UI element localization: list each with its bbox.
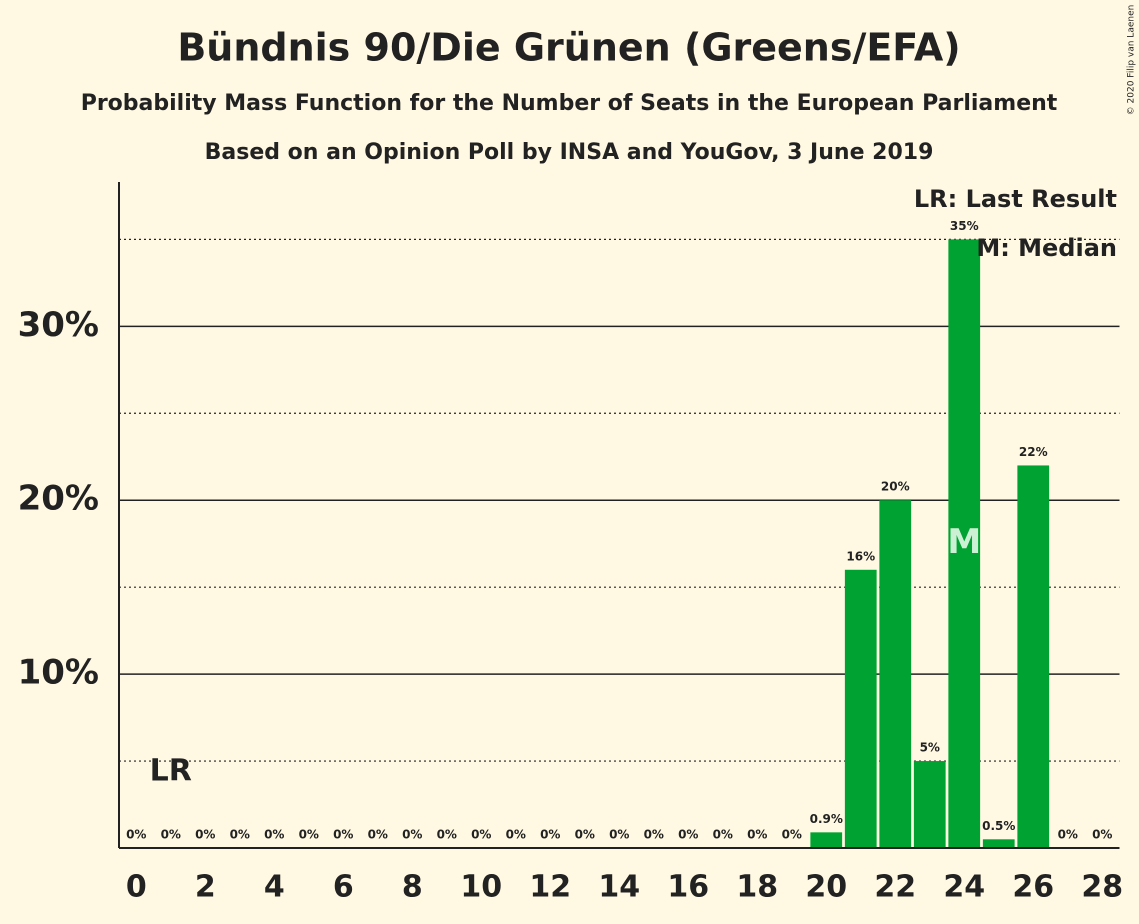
- x-tick-label: 0: [126, 870, 147, 905]
- value-label: 0%: [644, 828, 664, 842]
- median-marker: M: [947, 522, 981, 562]
- bar: [810, 832, 843, 848]
- value-label: 0%: [299, 828, 319, 842]
- value-label: 0%: [782, 828, 802, 842]
- bar: [913, 761, 946, 848]
- legend-entry: M: Median: [976, 234, 1117, 262]
- value-label: 0%: [161, 828, 181, 842]
- value-label: 0%: [195, 828, 215, 842]
- x-tick-label: 28: [1081, 870, 1123, 905]
- value-label: 0%: [678, 828, 698, 842]
- value-label: 0%: [368, 828, 388, 842]
- value-label: 35%: [950, 219, 979, 233]
- value-label: 0.5%: [982, 819, 1015, 833]
- x-tick-label: 4: [264, 870, 285, 905]
- x-tick-label: 26: [1012, 870, 1054, 905]
- x-tick-label: 16: [667, 870, 709, 905]
- x-tick-label: 10: [460, 870, 502, 905]
- value-label: 0%: [264, 828, 284, 842]
- value-label: 0%: [126, 828, 146, 842]
- last-result-marker: LR: [150, 754, 192, 789]
- value-label: 0%: [230, 828, 250, 842]
- bar: [1017, 465, 1050, 848]
- value-label: 22%: [1019, 445, 1048, 459]
- bar: [879, 500, 912, 848]
- x-tick-label: 2: [195, 870, 216, 905]
- value-label: 20%: [881, 480, 910, 494]
- value-label: 0%: [471, 828, 491, 842]
- value-label: 0%: [713, 828, 733, 842]
- credit: © 2020 Filip van Laenen: [1127, 5, 1137, 116]
- x-tick-label: 6: [333, 870, 354, 905]
- value-label: 0%: [1092, 828, 1112, 842]
- x-tick-label: 22: [874, 870, 916, 905]
- value-label: 0%: [747, 828, 767, 842]
- bar: [948, 239, 981, 849]
- x-tick-label: 24: [943, 870, 985, 905]
- x-tick-label: 8: [402, 870, 423, 905]
- y-tick-label: 20%: [18, 479, 99, 519]
- chart-subtitle: Based on an Opinion Poll by INSA and You…: [205, 140, 934, 165]
- legend-entry: LR: Last Result: [914, 185, 1117, 213]
- y-tick-label: 30%: [18, 305, 99, 345]
- chart-title: Bündnis 90/Die Grünen (Greens/EFA): [177, 26, 960, 70]
- x-tick-label: 18: [736, 870, 778, 905]
- value-label: 0%: [333, 828, 353, 842]
- value-label: 0%: [540, 828, 560, 842]
- value-label: 0%: [506, 828, 526, 842]
- chart-subtitle: Probability Mass Function for the Number…: [81, 91, 1058, 116]
- value-label: 5%: [920, 741, 940, 755]
- x-tick-label: 14: [598, 870, 640, 905]
- bar: [982, 839, 1015, 848]
- value-label: 0.9%: [810, 812, 843, 826]
- value-label: 0%: [575, 828, 595, 842]
- y-tick-label: 10%: [18, 653, 99, 693]
- value-label: 0%: [609, 828, 629, 842]
- value-label: 0%: [1058, 828, 1078, 842]
- x-tick-label: 12: [529, 870, 571, 905]
- value-label: 16%: [846, 549, 875, 563]
- value-label: 0%: [402, 828, 422, 842]
- bar: [844, 569, 877, 848]
- value-label: 0%: [437, 828, 457, 842]
- x-tick-label: 20: [805, 870, 847, 905]
